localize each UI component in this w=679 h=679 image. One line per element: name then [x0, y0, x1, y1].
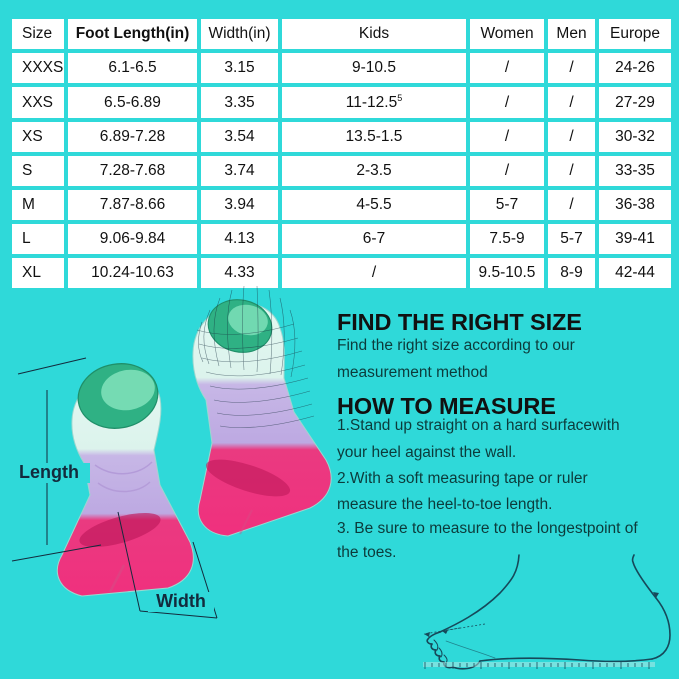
svg-text:Width: Width: [156, 591, 206, 611]
svg-text:Length: Length: [19, 462, 79, 482]
